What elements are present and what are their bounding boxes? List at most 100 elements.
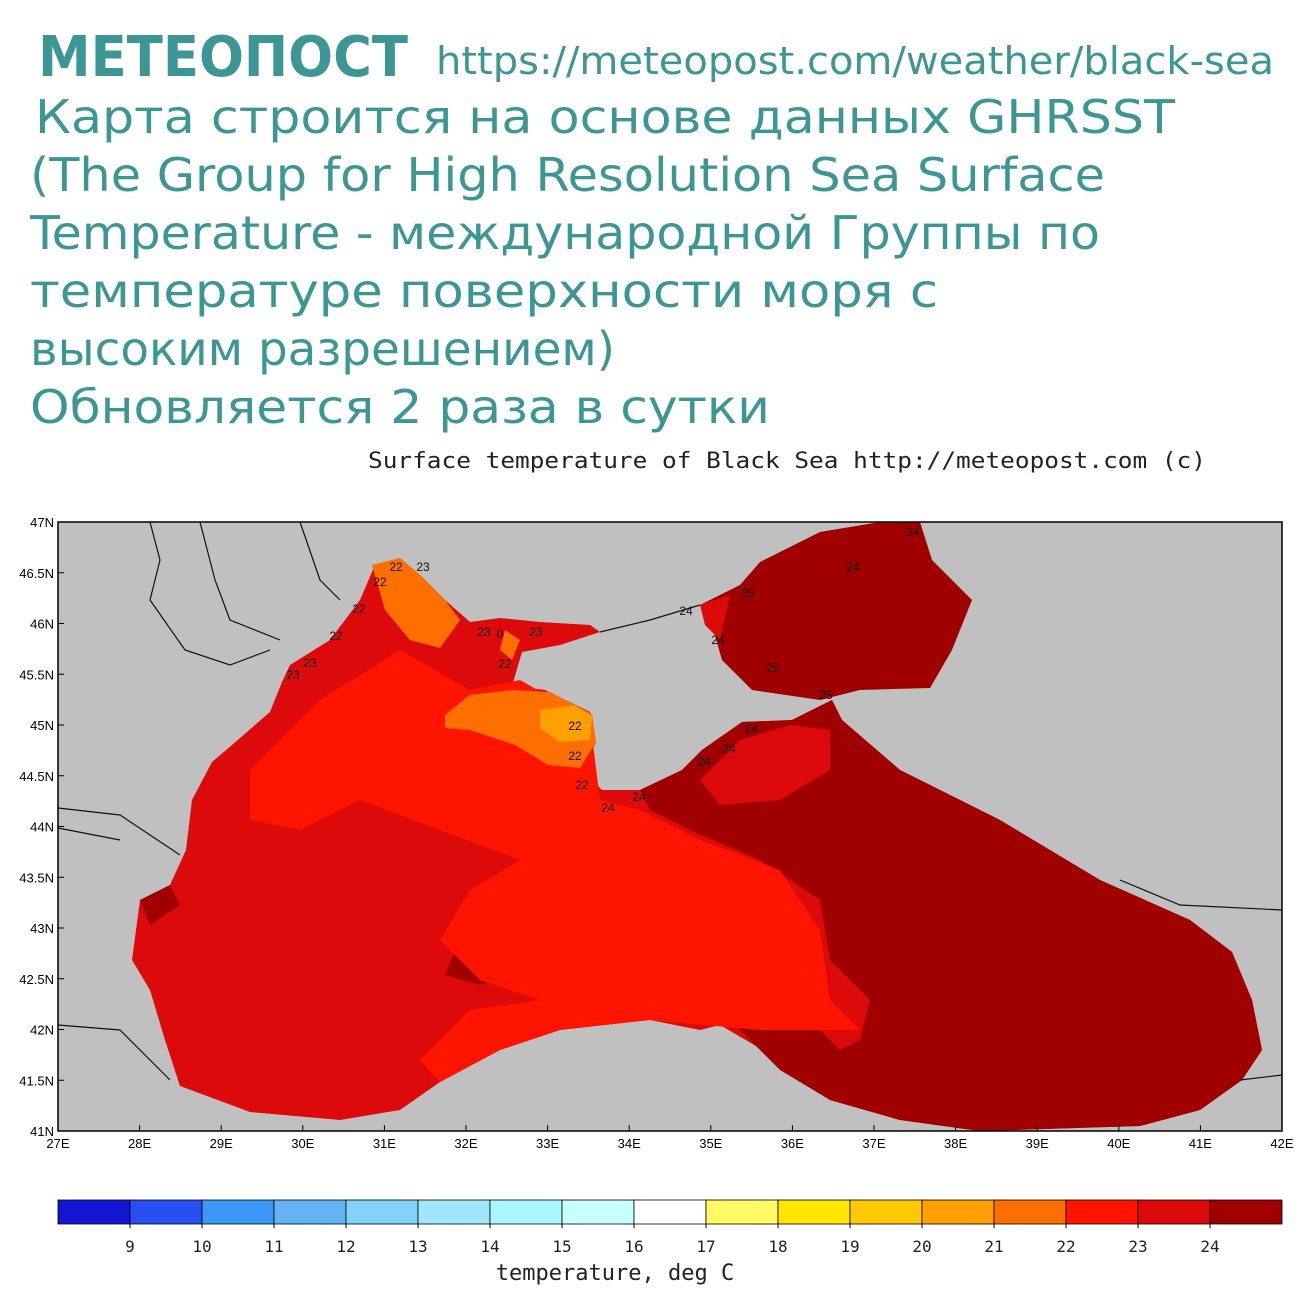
contour-label: 22: [389, 560, 403, 574]
contour-label: 0: [497, 627, 504, 641]
border: [299, 521, 341, 601]
colorbar-box: [777, 1199, 851, 1225]
x-tick-label: 37E: [862, 1136, 885, 1151]
y-tick-label: 42N: [30, 1023, 54, 1038]
colorbar-tick-label: 18: [768, 1237, 787, 1256]
contour-label: 24: [711, 633, 725, 647]
colorbar-tick-label: 13: [408, 1237, 427, 1256]
sea-zone: [700, 725, 830, 805]
border: [57, 1024, 171, 1081]
colorbar-box: [633, 1199, 707, 1225]
y-tick-label: 41.5N: [19, 1073, 54, 1088]
y-tick-label: 47N: [30, 515, 54, 530]
contour-label: 23: [529, 625, 543, 639]
colorbar-tick-label: 12: [336, 1237, 355, 1256]
y-tick-label: 45.5N: [19, 667, 54, 682]
map-title: Surface temperature of Black Sea http://…: [368, 449, 1206, 474]
colorbar-box: [57, 1199, 131, 1225]
x-tick-label: 41E: [1189, 1136, 1212, 1151]
contour-label: 23: [286, 668, 300, 682]
sea-zone: [250, 650, 860, 1082]
border: [1119, 879, 1283, 911]
colorbar-label: temperature, deg C: [496, 1261, 734, 1286]
y-tick-label: 45N: [30, 718, 54, 733]
colorbar-tick-label: 14: [480, 1237, 499, 1256]
colorbar-tick-label: 9: [125, 1237, 135, 1256]
contour-label: 25: [741, 586, 755, 600]
brand[interactable]: МЕТЕОПОСТ: [38, 25, 408, 90]
y-tick-label: 42.5N: [19, 972, 54, 987]
x-tick-label: 35E: [699, 1136, 722, 1151]
x-tick-label: 27E: [46, 1136, 69, 1151]
y-tick-label: 43N: [30, 921, 54, 936]
colorbar-box: [489, 1199, 563, 1225]
colorbar-box: [201, 1199, 275, 1225]
contour-label: 22: [498, 657, 512, 671]
x-tick-label: 38E: [944, 1136, 967, 1151]
url[interactable]: https://meteopost.com/weather/black-sea: [436, 39, 1274, 83]
contour-label: 24: [846, 560, 860, 574]
description-line: Обновляется 2 раза в сутки: [30, 380, 770, 434]
contour-label: 24: [601, 801, 615, 815]
contour-label: 22: [575, 778, 589, 792]
sea-zone: [140, 885, 180, 925]
contour-label: 24: [722, 742, 736, 756]
x-tick-label: 39E: [1026, 1136, 1049, 1151]
contour-label: 22: [568, 749, 582, 763]
y-tick-label: 46.5N: [19, 566, 54, 581]
sea-zone: [700, 595, 730, 640]
contour-label: 24: [744, 722, 758, 736]
description-line: (The Group for High Resolution Sea Surfa…: [30, 148, 1105, 202]
sea: [700, 522, 972, 700]
contour-label: 22: [568, 719, 582, 733]
colorbar-box: [273, 1199, 347, 1225]
x-tick-label: 30E: [291, 1136, 314, 1151]
description-line: Temperature - международной Группы по: [29, 206, 1100, 260]
description-line: Карта строится на основе данных GHRSST: [35, 90, 1176, 144]
contour-label: 23: [303, 656, 317, 670]
y-tick-label: 41N: [30, 1124, 54, 1139]
x-tick-label: 34E: [618, 1136, 641, 1151]
x-tick-label: 32E: [454, 1136, 477, 1151]
description-line: высоким разрешением): [30, 322, 615, 376]
description-line: температуре поверхности моря с: [30, 264, 938, 318]
colorbar-box: [921, 1199, 995, 1225]
colorbar-tick-label: 17: [696, 1237, 715, 1256]
border: [57, 827, 121, 841]
x-tick-label: 42E: [1270, 1136, 1293, 1151]
contour-label: 24: [679, 604, 693, 618]
contour-label: 22: [352, 602, 366, 616]
colorbar-tick-label: 22: [1056, 1237, 1075, 1256]
colorbar-tick-label: 11: [264, 1237, 283, 1256]
border: [599, 604, 701, 633]
sea-zone: [640, 700, 1262, 1131]
colorbar-tick-label: 16: [624, 1237, 643, 1256]
colorbar: 9 10 11 12 13 14 15 16 17 18 19 20 21 22 23 24: [57, 1199, 1283, 1256]
x-tick-label: 31E: [373, 1136, 396, 1151]
contour-label: 23: [416, 560, 430, 574]
contour-label: 24: [697, 755, 711, 769]
contour-label: 23: [477, 625, 491, 639]
sea-zone: [500, 630, 520, 660]
y-tick-label: 44N: [30, 820, 54, 835]
colorbar-box: [849, 1199, 923, 1225]
colorbar-box: [1209, 1199, 1283, 1225]
contour-label: 24: [632, 790, 646, 804]
colorbar-box: [417, 1199, 491, 1225]
colorbar-tick-label: 23: [1128, 1237, 1147, 1256]
colorbar-box: [705, 1199, 779, 1225]
colorbar-box: [345, 1199, 419, 1225]
contour-label: 25: [766, 661, 780, 675]
x-tick-label: 40E: [1107, 1136, 1130, 1151]
colorbar-tick-label: 10: [192, 1237, 211, 1256]
y-tick-label: 43.5N: [19, 870, 54, 885]
colorbar-tick-label: 21: [984, 1237, 1003, 1256]
sea-zone: [540, 705, 592, 742]
colorbar-box: [561, 1199, 635, 1225]
colorbar-box: [129, 1199, 203, 1225]
y-tick-label: 46N: [30, 617, 54, 632]
x-tick-label: 28E: [128, 1136, 151, 1151]
y-tick-label: 44.5N: [19, 769, 54, 784]
